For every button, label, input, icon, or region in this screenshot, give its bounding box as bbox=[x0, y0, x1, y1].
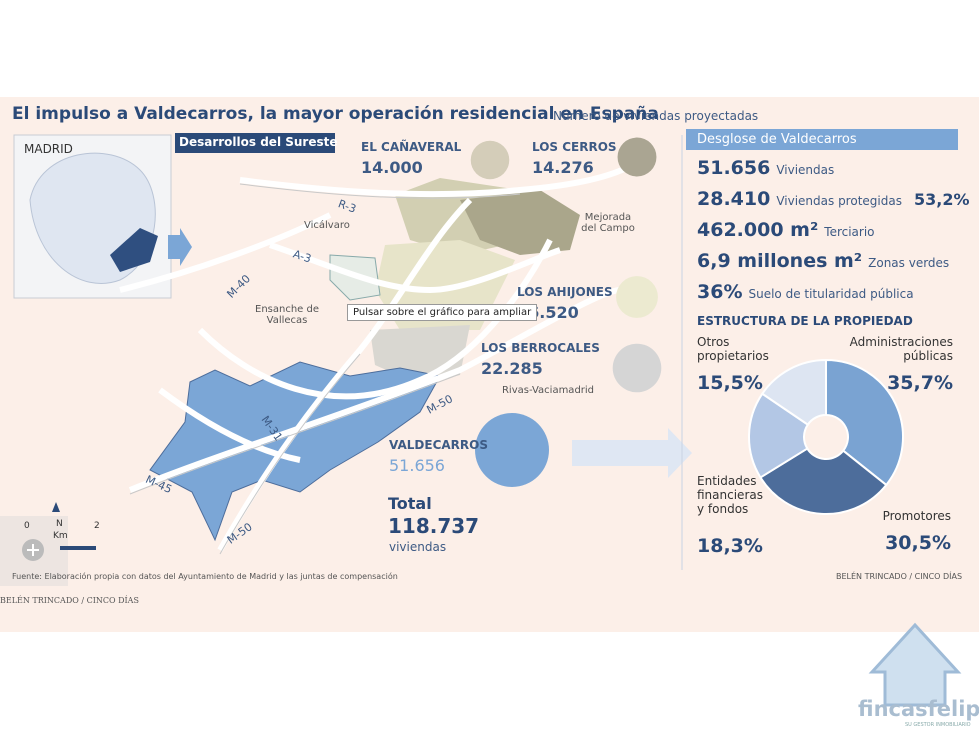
north-arrow bbox=[52, 502, 60, 512]
total-label: Total bbox=[388, 494, 432, 513]
stat-label: Viviendas protegidas bbox=[776, 194, 902, 208]
bubble bbox=[470, 140, 510, 180]
stat-value: 36% bbox=[697, 281, 743, 303]
place-label: Mejorada del Campo bbox=[581, 212, 635, 234]
stat-label: Terciario bbox=[824, 225, 875, 239]
chart-title: ESTRUCTURA DE LA PROPIEDAD bbox=[697, 314, 913, 328]
stat-row: 36% Suelo de titularidad pública bbox=[697, 281, 914, 303]
bubble bbox=[616, 276, 658, 318]
scale-label: 2 bbox=[94, 521, 100, 531]
slice-value: 30,5% bbox=[885, 532, 951, 554]
scale-label: Km bbox=[53, 531, 68, 541]
panel-title: Desarrollos del Sureste bbox=[179, 135, 338, 149]
breakdown-title: Desglose de Valdecarros bbox=[697, 132, 857, 147]
development-name: LOS CERROS bbox=[532, 140, 617, 154]
stat-label: Suelo de titularidad pública bbox=[748, 287, 914, 301]
stat-value: 6,9 millones m² bbox=[697, 250, 863, 272]
arrow bbox=[168, 228, 192, 266]
area-cerros bbox=[460, 190, 580, 255]
inset-highlight bbox=[110, 228, 158, 272]
credit: BELÉN TRINCADO / CINCO DÍAS bbox=[836, 572, 963, 581]
stat-value: 462.000 m² bbox=[697, 219, 819, 241]
slice-label: Promotores bbox=[882, 509, 951, 523]
development-name: EL CAÑAVERAL bbox=[361, 140, 462, 154]
breakdown-header bbox=[686, 129, 958, 150]
donut-slice bbox=[760, 358, 827, 427]
credit: BELÉN TRINCADO / CINCO DÍAS bbox=[0, 596, 139, 605]
roads bbox=[119, 157, 642, 552]
stat-label: Zonas verdes bbox=[868, 256, 950, 270]
watermark-logo bbox=[868, 622, 962, 707]
development-name: VALDECARROS bbox=[389, 438, 488, 452]
place-label: Vicálvaro bbox=[304, 220, 350, 231]
scale-bar bbox=[60, 546, 96, 550]
stat-row: 28.410 Viviendas protegidas 53,2% bbox=[697, 188, 969, 210]
slice-label: Administraciones públicas bbox=[849, 335, 953, 363]
tooltip: Pulsar sobre el gráfico para ampliar bbox=[347, 304, 538, 321]
total-value: 118.737 bbox=[388, 514, 480, 538]
stat-label: Viviendas bbox=[776, 163, 835, 177]
source: Fuente: Elaboración propia con datos del… bbox=[12, 572, 398, 581]
bubble bbox=[612, 343, 662, 393]
slice-value: 15,5% bbox=[697, 372, 763, 394]
slice-label: Otros propietarios bbox=[697, 335, 769, 363]
development-value: 14.276 bbox=[532, 158, 594, 177]
development-value: 51.656 bbox=[389, 456, 445, 475]
place-label: Rivas-Vaciamadrid bbox=[501, 385, 595, 396]
stat-row: 51.656 Viviendas bbox=[697, 157, 834, 179]
development-name: LOS AHIJONES bbox=[517, 285, 613, 299]
slice-value: 18,3% bbox=[697, 535, 763, 557]
development-value: 22.285 bbox=[481, 359, 543, 378]
stat-row: 6,9 millones m² Zonas verdes bbox=[697, 250, 949, 272]
total-unit: viviendas bbox=[389, 540, 447, 554]
watermark-brand: fincasfelipe bbox=[858, 697, 979, 721]
subtitle: Número de viviendas proyectadas bbox=[553, 109, 759, 123]
stat-value: 51.656 bbox=[697, 157, 771, 179]
donut-slice bbox=[759, 447, 888, 515]
development-name: LOS BERROCALES bbox=[481, 341, 600, 355]
zoom-icon bbox=[27, 544, 39, 556]
stat-row: 462.000 m² Terciario bbox=[697, 219, 875, 241]
bubble bbox=[475, 413, 549, 487]
road-edges bbox=[129, 183, 521, 555]
title: El impulso a Valdecarros, la mayor opera… bbox=[12, 104, 659, 124]
stat-extra: 53,2% bbox=[913, 190, 970, 209]
place-label: Ensanche de Vallecas bbox=[255, 304, 319, 326]
arrow bbox=[572, 428, 692, 478]
development-value: 14.000 bbox=[361, 158, 423, 177]
panel-header bbox=[175, 133, 335, 153]
scale-label: N bbox=[56, 519, 63, 529]
donut-slice bbox=[825, 358, 904, 487]
slice-label: Entidades financieras y fondos bbox=[697, 474, 763, 516]
slice-value: 35,7% bbox=[887, 372, 953, 394]
scale-label: 0 bbox=[24, 521, 30, 531]
stat-value: 28.410 bbox=[697, 188, 771, 210]
watermark-tagline: SU GESTOR INMOBILIARIO bbox=[905, 722, 971, 728]
inset-label: MADRID bbox=[24, 142, 73, 156]
bubble bbox=[617, 137, 657, 177]
